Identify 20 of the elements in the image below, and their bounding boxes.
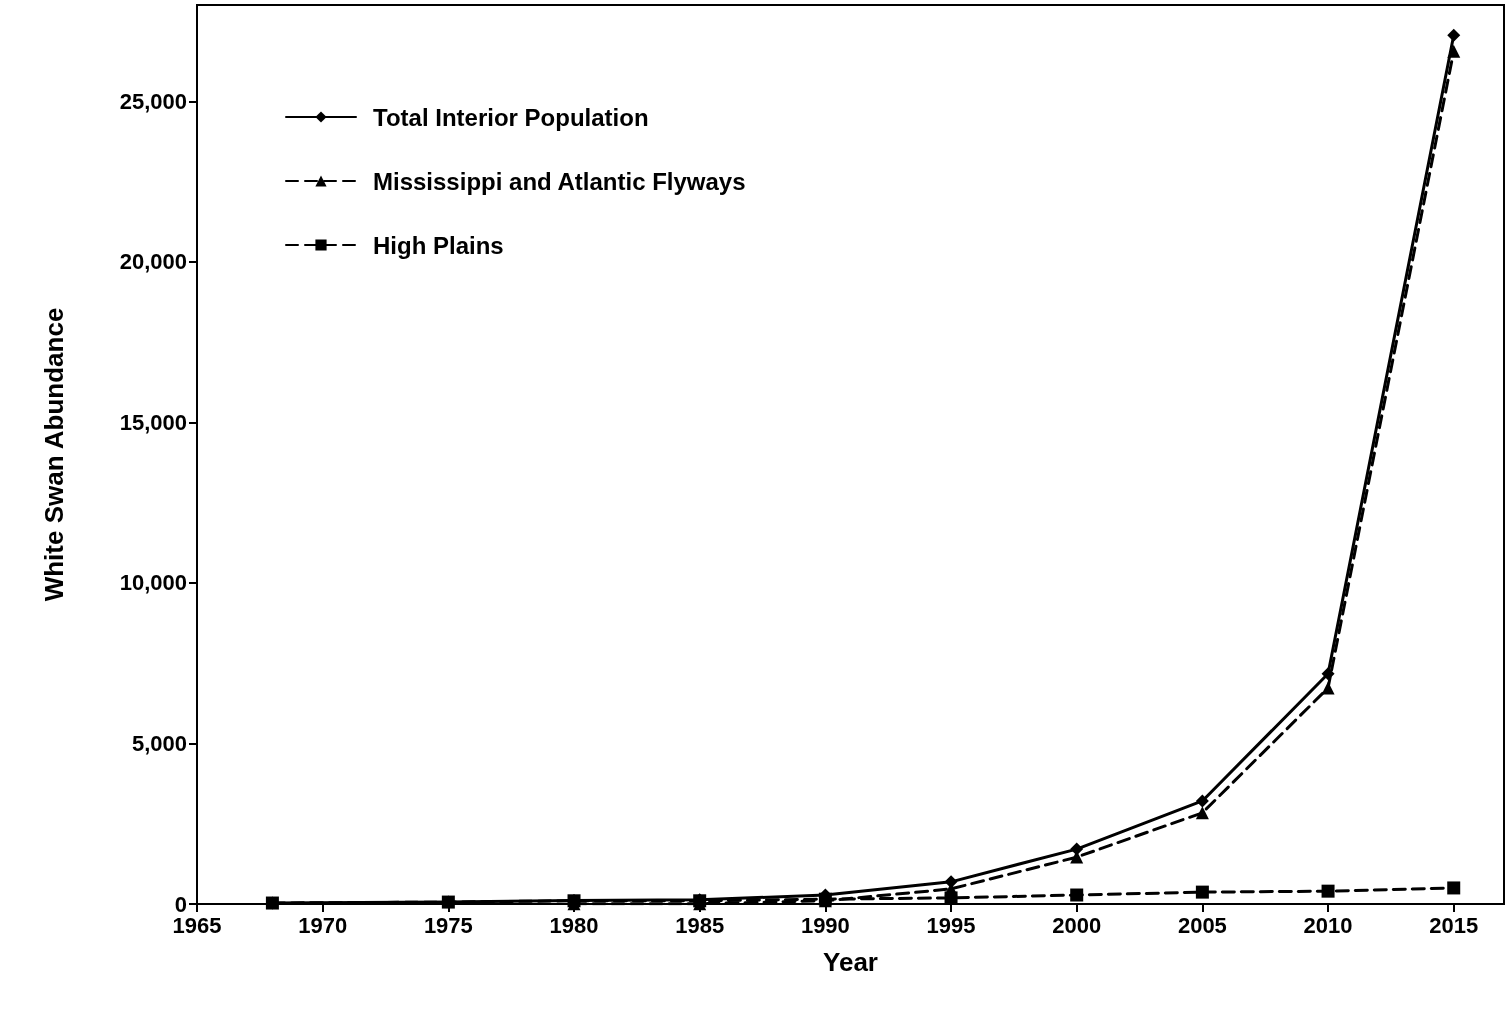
- y-tick-label: 5,000: [131, 730, 187, 756]
- y-tick-label: 10,000: [119, 570, 187, 596]
- y-tick-label: 20,000: [119, 249, 187, 275]
- x-tick-label: 1985: [675, 912, 725, 938]
- y-tick-label: 15,000: [119, 409, 187, 435]
- x-tick-label: 1975: [423, 912, 473, 938]
- legend-label: Total Interior Population: [373, 103, 649, 131]
- x-tick-label: 1970: [298, 912, 348, 938]
- legend-label: Mississippi and Atlantic Flyways: [373, 167, 746, 195]
- x-tick-label: 1990: [800, 912, 850, 938]
- x-tick-label: 2015: [1429, 912, 1479, 938]
- x-axis-title: Year: [823, 947, 878, 977]
- x-tick-label: 1995: [926, 912, 976, 938]
- legend-label: High Plains: [373, 231, 504, 259]
- x-tick-label: 2005: [1177, 912, 1227, 938]
- x-tick-label: 2000: [1052, 912, 1102, 938]
- y-tick-label: 25,000: [119, 88, 187, 114]
- x-tick-label: 1980: [549, 912, 599, 938]
- x-tick-label: 2010: [1303, 912, 1353, 938]
- y-axis-title: White Swan Abundance: [39, 307, 69, 602]
